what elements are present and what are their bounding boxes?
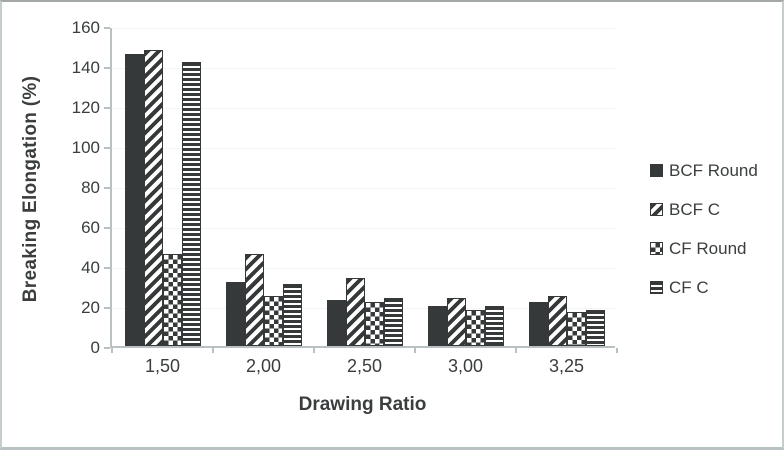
x-axis-tick xyxy=(616,348,618,353)
legend-swatch-diagonal-icon xyxy=(650,203,663,216)
legend-label: BCF Round xyxy=(669,160,758,180)
x-axis-tick xyxy=(414,348,416,353)
y-tick-label: 60 xyxy=(81,218,100,237)
y-tick-label: 160 xyxy=(71,18,100,37)
bar-cf-round-3,25 xyxy=(566,312,586,346)
bar-bcf-round-1,50 xyxy=(124,54,144,346)
gridline xyxy=(112,188,615,189)
bar-cf-c-2,00 xyxy=(282,284,302,346)
bar-cf-c-1,50 xyxy=(181,62,201,346)
bar-bcf-round-3,00 xyxy=(427,306,447,346)
legend-swatch-hlines-icon xyxy=(650,281,663,294)
bar-bcf-c-3,00 xyxy=(446,298,466,346)
y-tick-label: 40 xyxy=(81,258,100,277)
bar-cf-c-3,00 xyxy=(484,306,504,346)
bar-cf-round-2,00 xyxy=(263,296,283,346)
bar-bcf-c-1,50 xyxy=(143,50,163,346)
x-axis-tick xyxy=(212,348,214,353)
y-axis-tick xyxy=(104,107,110,109)
legend-item-cf-round: CF Round xyxy=(650,229,758,268)
gridline xyxy=(112,28,615,29)
bar-bcf-c-2,50 xyxy=(345,278,365,346)
y-axis-title: Breaking Elongation (%) xyxy=(20,75,41,303)
legend: BCF Round BCF C CF Round CF C xyxy=(650,151,758,307)
x-tick-label: 1,50 xyxy=(144,356,181,376)
gridline xyxy=(112,268,615,269)
bar-cf-c-3,25 xyxy=(585,310,605,346)
bar-bcf-round-2,00 xyxy=(225,282,245,346)
x-axis-tick xyxy=(313,348,315,353)
bar-cf-round-2,50 xyxy=(364,302,384,346)
bar-bcf-c-3,25 xyxy=(547,296,567,346)
gridline xyxy=(112,148,615,149)
plot-area: 0 20 40 60 80 100 120 140 160 1,50 2,00 2,50 3,00 3,2… xyxy=(72,19,618,376)
y-axis-tick xyxy=(104,307,110,309)
y-axis-tick xyxy=(104,227,110,229)
bar-bcf-round-3,25 xyxy=(528,302,548,346)
legend-item-bcf-round: BCF Round xyxy=(650,151,758,190)
bar-cf-c-2,50 xyxy=(383,298,403,346)
y-axis-tick xyxy=(104,67,110,69)
x-tick-label: 2,00 xyxy=(245,356,282,376)
bar-cf-round-3,00 xyxy=(465,310,485,346)
y-axis-tick xyxy=(104,147,110,149)
x-tick-label: 3,25 xyxy=(548,356,585,376)
legend-item-cf-c: CF C xyxy=(650,268,758,307)
x-axis-title: Drawing Ratio xyxy=(298,394,427,415)
y-tick-label: 120 xyxy=(71,98,100,117)
y-tick-label: 0 xyxy=(90,338,100,357)
y-tick-label: 140 xyxy=(71,58,100,77)
y-axis-tick xyxy=(104,27,110,29)
bar-bcf-c-2,00 xyxy=(244,254,264,346)
legend-item-bcf-c: BCF C xyxy=(650,190,758,229)
y-tick-label: 20 xyxy=(81,298,100,317)
x-axis-tick xyxy=(515,348,517,353)
y-tick-label: 100 xyxy=(71,138,100,157)
bar-cf-round-1,50 xyxy=(162,254,182,346)
legend-swatch-solid-icon xyxy=(650,164,663,177)
x-tick-label: 3,00 xyxy=(447,356,484,376)
gridline xyxy=(112,228,615,229)
y-tick-label: 80 xyxy=(81,178,100,197)
gridline xyxy=(112,68,615,69)
legend-label: BCF C xyxy=(669,199,720,219)
x-axis-tick xyxy=(111,348,113,353)
x-tick-label: 2,50 xyxy=(346,356,383,376)
y-axis-tick xyxy=(104,187,110,189)
legend-label: CF C xyxy=(669,277,709,297)
legend-label: CF Round xyxy=(669,238,747,258)
y-axis-tick xyxy=(104,267,110,269)
bar-bcf-round-2,50 xyxy=(326,300,346,346)
legend-swatch-checker-icon xyxy=(650,242,663,255)
gridline xyxy=(112,108,615,109)
y-axis-tick xyxy=(104,347,110,349)
